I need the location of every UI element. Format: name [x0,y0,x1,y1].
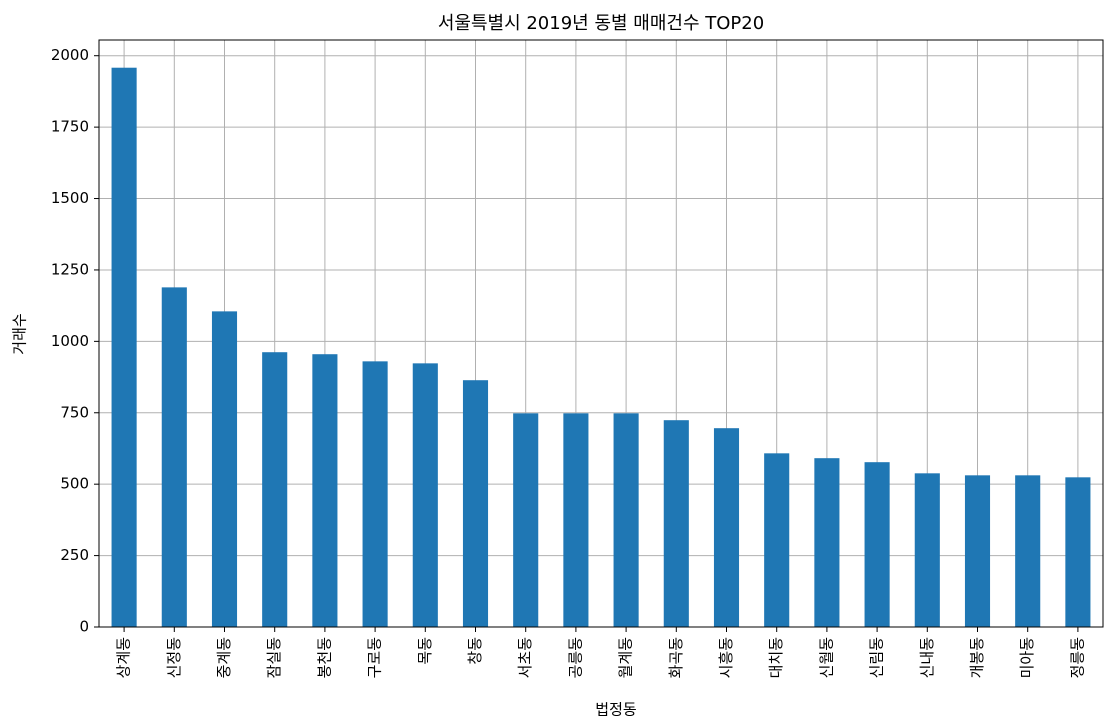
bar [312,354,338,627]
x-tick-label: 상계동 [115,637,133,679]
x-tick-label: 월계동 [617,637,635,679]
bar [814,458,840,627]
y-tick-label: 1250 [51,260,89,278]
bar [412,363,438,627]
x-tick-label: 신림동 [868,637,886,679]
x-tick-label: 서초동 [516,637,534,679]
bar [914,473,940,627]
x-tick-label: 봉천동 [315,637,333,679]
x-tick-label: 정릉동 [1068,637,1086,679]
x-tick-label: 미아동 [1018,637,1036,679]
bar [161,287,187,627]
x-tick-label: 개봉동 [968,637,986,679]
x-tick-label: 시흥동 [717,637,735,679]
y-tick-label: 250 [60,546,89,564]
x-tick-label: 신월동 [817,637,835,679]
bar [764,453,790,627]
x-tick-label: 대치동 [767,637,785,679]
x-tick-label: 목동 [416,637,434,665]
bar [262,352,288,627]
bar [111,67,137,628]
bar [864,462,890,627]
plot-frame [98,39,1104,628]
y-tick-label: 1750 [51,118,89,136]
y-tick-label: 750 [60,403,89,421]
x-tick-label: 화곡동 [667,637,685,679]
bar [613,413,639,627]
y-axis-label: 거래수 [11,313,29,354]
y-tick-label: 0 [79,618,89,636]
x-tick-label: 중계동 [215,637,233,679]
y-tick-label: 1000 [51,332,89,350]
bar [1015,475,1041,627]
bar [1065,477,1091,627]
y-tick-label: 1500 [51,189,89,207]
x-tick-label: 신내동 [918,637,936,679]
x-tick-label: 공릉동 [566,637,584,679]
bar [362,361,388,627]
x-tick-label: 잠실동 [265,637,283,679]
chart-title: 서울특별시 2019년 동별 매매건수 TOP20 [438,13,764,34]
bar [563,413,589,627]
bar [663,420,689,627]
x-tick-label: 신정동 [165,637,183,679]
x-tick-label: 구로동 [366,637,384,679]
bar [462,380,489,627]
bar [713,428,740,627]
bar [964,475,991,627]
bar [513,413,539,627]
y-tick-label: 500 [60,475,89,493]
bar [211,311,238,627]
x-tick-label: 창동 [466,637,484,665]
y-tick-label: 2000 [51,46,89,64]
x-axis-label: 법정동 [595,701,637,719]
